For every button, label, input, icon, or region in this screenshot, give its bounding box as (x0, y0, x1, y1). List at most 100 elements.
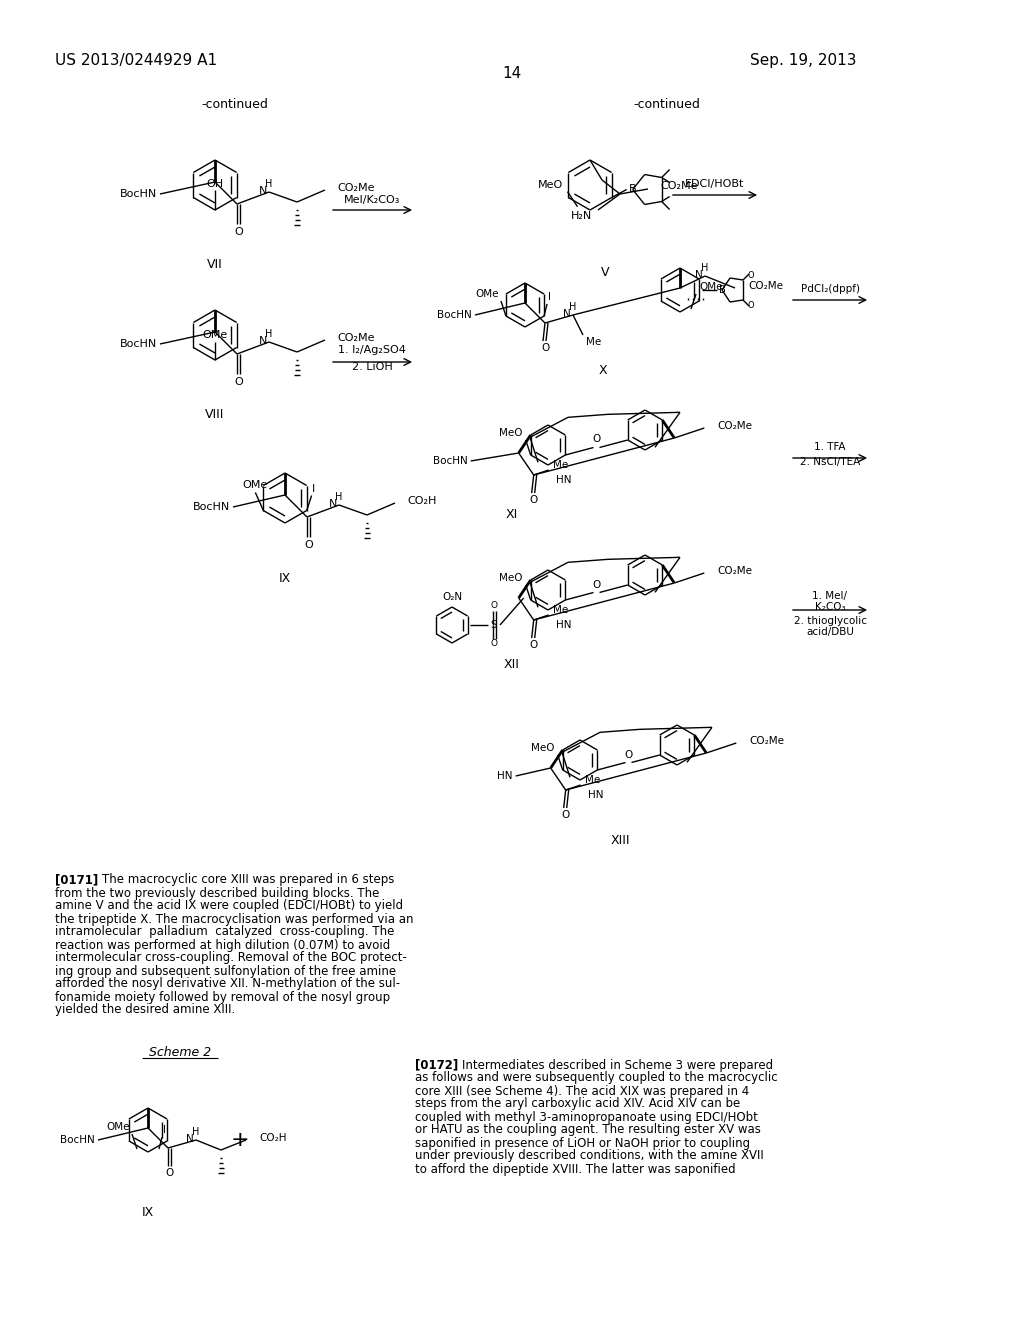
Text: [0172]: [0172] (415, 1059, 459, 1072)
Text: OMe: OMe (475, 289, 499, 300)
Text: N: N (259, 337, 267, 346)
Text: The macrocyclic core XIII was prepared in 6 steps: The macrocyclic core XIII was prepared i… (102, 874, 394, 887)
Text: EDCI/HOBt: EDCI/HOBt (685, 180, 744, 189)
Text: PdCl₂(dppf): PdCl₂(dppf) (801, 284, 859, 294)
Text: O: O (625, 750, 633, 759)
Text: coupled with methyl 3-aminopropanoate using EDCI/HObt: coupled with methyl 3-aminopropanoate us… (415, 1110, 758, 1123)
Text: OMe: OMe (106, 1122, 130, 1133)
Text: CO₂Me: CO₂Me (337, 183, 375, 193)
Text: O: O (234, 378, 244, 387)
Text: +: + (230, 1130, 249, 1150)
Text: N: N (563, 309, 571, 319)
Text: K₂CO₃: K₂CO₃ (815, 602, 846, 612)
Text: -continued: -continued (634, 99, 700, 111)
Text: CO₂H: CO₂H (407, 496, 436, 506)
Text: BocHN: BocHN (120, 189, 157, 199)
Text: 2. NsCl/TEA: 2. NsCl/TEA (800, 457, 860, 467)
Text: CO₂Me: CO₂Me (718, 421, 753, 432)
Text: acid/DBU: acid/DBU (806, 627, 854, 638)
Text: HN: HN (498, 771, 513, 781)
Text: the tripeptide X. The macrocyclisation was performed via an: the tripeptide X. The macrocyclisation w… (55, 912, 414, 925)
Text: Me: Me (553, 605, 568, 615)
Text: yielded the desired amine XIII.: yielded the desired amine XIII. (55, 1003, 236, 1016)
Text: to afford the dipeptide XVIII. The latter was saponified: to afford the dipeptide XVIII. The latte… (415, 1163, 735, 1176)
Text: afforded the nosyl derivative XII. N-methylation of the sul-: afforded the nosyl derivative XII. N-met… (55, 978, 400, 990)
Text: O: O (592, 579, 601, 590)
Text: O: O (490, 639, 498, 648)
Text: or HATU as the coupling agent. The resulting ester XV was: or HATU as the coupling agent. The resul… (415, 1123, 761, 1137)
Text: S: S (490, 620, 497, 630)
Text: I: I (548, 292, 551, 302)
Text: O: O (541, 343, 549, 352)
Text: CO₂Me: CO₂Me (750, 737, 784, 746)
Text: O: O (490, 602, 498, 610)
Text: O: O (748, 301, 755, 309)
Text: 2. LiOH: 2. LiOH (351, 362, 392, 372)
Text: O: O (234, 227, 244, 238)
Text: H: H (335, 492, 343, 502)
Text: H: H (701, 263, 709, 273)
Text: 1. TFA: 1. TFA (814, 442, 846, 451)
Text: O: O (592, 434, 601, 445)
Text: B: B (629, 185, 636, 194)
Text: HN: HN (588, 789, 603, 800)
Text: MeO: MeO (499, 428, 522, 438)
Text: BocHN: BocHN (120, 339, 157, 348)
Text: as follows and were subsequently coupled to the macrocyclic: as follows and were subsequently coupled… (415, 1072, 777, 1085)
Text: reaction was performed at high dilution (0.07M) to avoid: reaction was performed at high dilution … (55, 939, 390, 952)
Text: I: I (163, 1125, 166, 1135)
Text: I: I (312, 483, 315, 494)
Text: XIII: XIII (610, 833, 630, 846)
Text: MeO: MeO (531, 743, 555, 752)
Text: O: O (529, 495, 538, 506)
Text: Sep. 19, 2013: Sep. 19, 2013 (750, 53, 856, 67)
Text: N: N (329, 499, 337, 510)
Text: O: O (529, 640, 538, 649)
Text: N: N (259, 186, 267, 195)
Text: CO₂H: CO₂H (259, 1133, 287, 1143)
Text: US 2013/0244929 A1: US 2013/0244929 A1 (55, 53, 217, 67)
Text: H: H (569, 302, 577, 312)
Text: Me: Me (586, 337, 601, 347)
Text: MeO: MeO (539, 180, 563, 190)
Text: 1. I₂/Ag₂SO4: 1. I₂/Ag₂SO4 (338, 345, 406, 355)
Text: IX: IX (279, 572, 291, 585)
Text: OMe: OMe (203, 330, 227, 341)
Text: BocHN: BocHN (433, 455, 468, 466)
Text: N: N (186, 1134, 194, 1144)
Text: O: O (304, 540, 313, 550)
Text: intramolecular  palladium  catalyzed  cross-coupling. The: intramolecular palladium catalyzed cross… (55, 925, 394, 939)
Text: CO₂Me: CO₂Me (660, 181, 697, 191)
Text: CO₂Me: CO₂Me (748, 281, 783, 290)
Text: O: O (561, 810, 569, 820)
Text: HN: HN (556, 475, 571, 484)
Text: OH: OH (207, 180, 223, 189)
Text: MeI/K₂CO₃: MeI/K₂CO₃ (344, 195, 400, 205)
Text: OMe: OMe (699, 282, 723, 292)
Text: MeO: MeO (499, 573, 522, 583)
Text: O: O (166, 1168, 174, 1177)
Text: H: H (193, 1127, 200, 1137)
Text: intermolecular cross-coupling. Removal of the BOC protect-: intermolecular cross-coupling. Removal o… (55, 952, 407, 965)
Text: BocHN: BocHN (60, 1135, 95, 1144)
Text: V: V (601, 265, 609, 279)
Text: HN: HN (556, 620, 571, 630)
Text: B: B (719, 285, 726, 294)
Text: OMe: OMe (243, 479, 268, 490)
Text: N: N (695, 271, 703, 280)
Text: ing group and subsequent sulfonylation of the free amine: ing group and subsequent sulfonylation o… (55, 965, 396, 978)
Text: Me: Me (553, 459, 568, 470)
Text: XII: XII (504, 659, 520, 672)
Text: H₂N: H₂N (570, 211, 592, 220)
Text: amine V and the acid IX were coupled (EDCI/HOBt) to yield: amine V and the acid IX were coupled (ED… (55, 899, 403, 912)
Text: O₂N: O₂N (442, 591, 462, 602)
Text: steps from the aryl carboxylic acid XIV. Acid XIV can be: steps from the aryl carboxylic acid XIV.… (415, 1097, 740, 1110)
Text: BocHN: BocHN (437, 310, 472, 319)
Text: fonamide moiety followed by removal of the nosyl group: fonamide moiety followed by removal of t… (55, 990, 390, 1003)
Text: BocHN: BocHN (193, 502, 230, 512)
Text: saponified in presence of LiOH or NaOH prior to coupling: saponified in presence of LiOH or NaOH p… (415, 1137, 751, 1150)
Text: Scheme 2: Scheme 2 (148, 1045, 211, 1059)
Text: core XIII (see Scheme 4). The acid XIX was prepared in 4: core XIII (see Scheme 4). The acid XIX w… (415, 1085, 750, 1097)
Text: O: O (748, 271, 755, 280)
Text: under previously described conditions, with the amine XVII: under previously described conditions, w… (415, 1150, 764, 1163)
